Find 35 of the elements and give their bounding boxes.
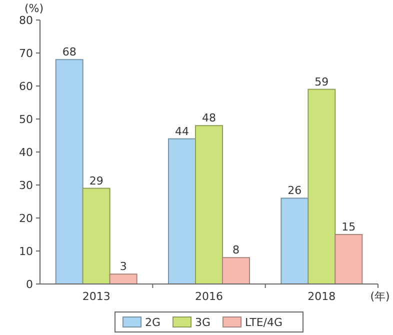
data-label: 26	[288, 184, 302, 198]
bar	[334, 234, 363, 284]
y-tick-label: 80	[19, 14, 33, 27]
data-label: 44	[175, 124, 189, 138]
data-label: 8	[232, 244, 240, 257]
y-axis-title: (%)	[24, 2, 44, 15]
bar	[82, 188, 110, 284]
x-tick-label: 2016	[195, 290, 223, 303]
bar	[109, 274, 138, 284]
x-axis-title: (年)	[370, 290, 390, 303]
data-label: 29	[89, 174, 104, 188]
bar	[222, 257, 250, 284]
legend-label: 3G	[195, 316, 211, 329]
y-tick-label: 20	[19, 212, 33, 225]
legend-label: LTE/4G	[245, 316, 283, 329]
y-tick-label: 40	[19, 146, 33, 159]
x-tick-label: 2013	[82, 290, 110, 303]
data-label: 48	[202, 112, 216, 125]
data-label: 59	[314, 75, 329, 88]
bar	[195, 125, 223, 284]
y-tick-label: 30	[19, 179, 33, 192]
bar	[308, 88, 336, 284]
y-tick-label: 50	[19, 113, 33, 126]
bar	[168, 138, 196, 284]
x-tick-label: 2018	[308, 290, 336, 303]
bar	[280, 198, 309, 284]
data-label: 3	[120, 260, 127, 274]
legend-label: 2G	[145, 316, 161, 329]
y-tick-label: 70	[19, 47, 33, 60]
y-tick-label: 0	[26, 278, 33, 291]
bar	[55, 59, 84, 284]
y-tick-label: 10	[19, 245, 33, 258]
y-tick-label: 60	[19, 80, 33, 93]
data-label: 68	[62, 46, 76, 59]
data-label: 15	[342, 220, 356, 234]
